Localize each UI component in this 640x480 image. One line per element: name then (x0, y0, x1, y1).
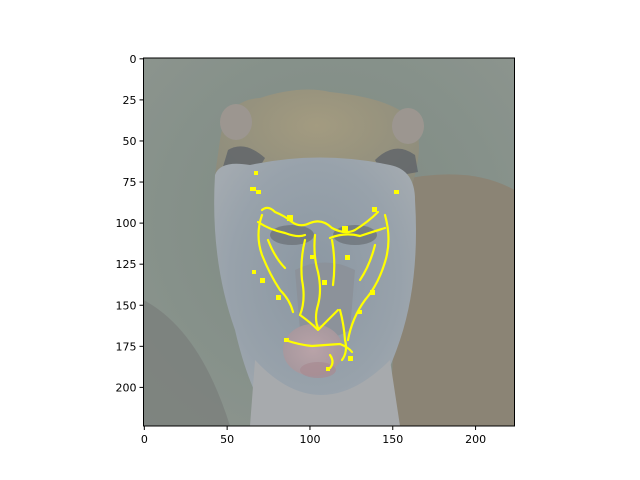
y-tick-label: 175 (116, 340, 137, 353)
overlay-bridge-left (298, 238, 307, 317)
overlay-dot (254, 171, 258, 175)
x-tick-label: 150 (382, 433, 403, 446)
x-axis: 0 50 100 150 200 (141, 426, 486, 446)
mouth-area (300, 362, 336, 378)
overlay-dot (276, 295, 281, 300)
y-axis: 0 25 50 75 100 125 150 175 200 (116, 53, 144, 394)
overlay-brow-lower-left (256, 220, 307, 238)
overlay-dot (284, 338, 289, 342)
overlay-dot (310, 255, 314, 259)
saliency-overlay (256, 206, 390, 370)
x-tick-label: 100 (299, 433, 320, 446)
y-tick-label: 75 (123, 176, 137, 189)
y-tick-label: 125 (116, 258, 137, 271)
overlay-dot (322, 280, 327, 285)
overlay-dot (372, 207, 377, 212)
monkey-image (143, 58, 515, 426)
overlay-dot (370, 290, 375, 295)
overlay-dot (287, 215, 293, 221)
shoulder-fur (390, 174, 515, 426)
y-tick-label: 0 (130, 53, 137, 66)
overlay-brow (260, 206, 380, 234)
left-body-shadow (143, 300, 230, 426)
overlay-dot (358, 310, 362, 314)
overlay-muzzle-right (338, 308, 348, 362)
overlay-dot (260, 278, 265, 283)
overlay-muzzle (298, 308, 340, 332)
y-tick-label: 50 (123, 135, 137, 148)
y-tick-label: 150 (116, 299, 137, 312)
saliency-dots (250, 171, 399, 371)
muzzle (295, 262, 355, 338)
overlay-chin (328, 353, 334, 370)
overlay-left-contour (257, 213, 295, 314)
overlay-dot (252, 270, 256, 274)
overlay-dot (394, 190, 399, 194)
left-ear (220, 104, 252, 140)
overlay-right-inner (358, 243, 377, 282)
y-tick-label: 25 (123, 94, 137, 107)
chin (250, 360, 400, 426)
overlay-bridge (313, 233, 322, 330)
overlay-brow-lower-right (328, 226, 387, 240)
x-tick-label: 50 (220, 433, 234, 446)
overlay-bridge-right (330, 238, 336, 287)
nose-patch (283, 324, 343, 376)
overlay-dot (256, 190, 261, 194)
overlay-right-contour (346, 213, 390, 342)
overlay-dot (345, 255, 350, 260)
x-tick-label: 200 (465, 433, 486, 446)
axes-frame (143, 57, 515, 427)
overlay-left-inner (266, 238, 287, 270)
overlay-dot (342, 226, 348, 232)
y-tick-label: 100 (116, 217, 137, 230)
overlay-dot (326, 367, 330, 371)
right-ear (392, 108, 424, 144)
y-tick-label: 200 (116, 381, 137, 394)
overlay-dot (348, 356, 353, 361)
overlay-dot (250, 187, 256, 191)
x-tick-label: 0 (141, 433, 148, 446)
overlay-mouth (283, 338, 354, 354)
